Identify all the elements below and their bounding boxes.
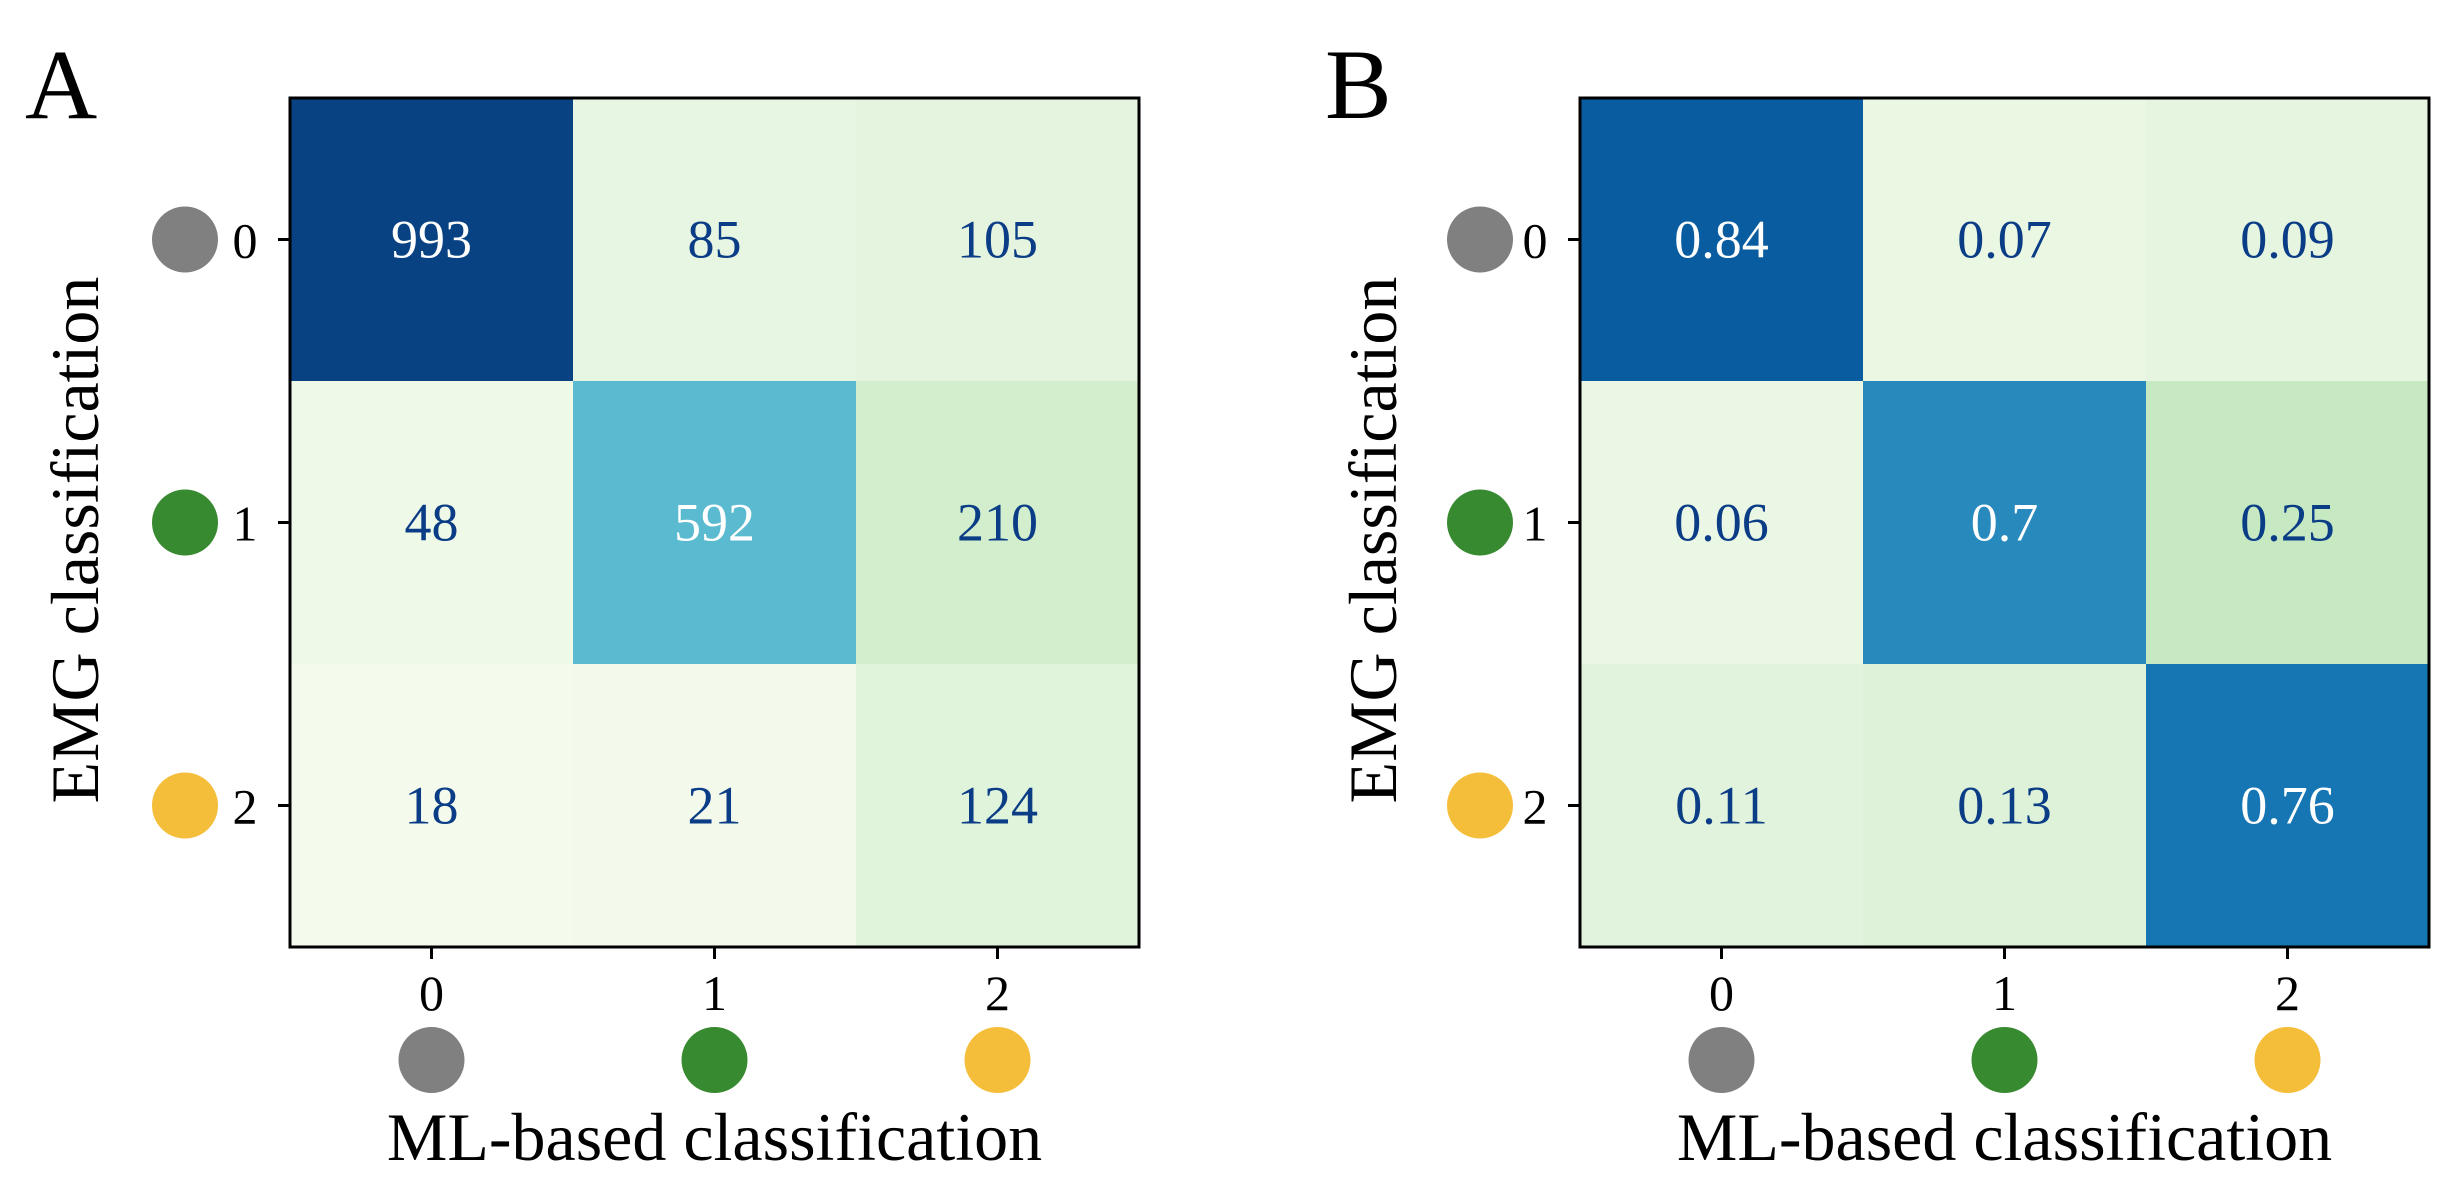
cell-value-label-r2-c0: 18 [405, 776, 459, 836]
y-tick-label-2: 2 [1523, 779, 1548, 835]
heatmap-cell-r1-c0 [290, 381, 574, 665]
cell-value-label-r2-c2: 124 [957, 776, 1038, 836]
y-class-marker-2 [152, 772, 218, 839]
x-tick-label-2: 2 [985, 965, 1010, 1021]
heatmap-cell-r2-c0 [290, 664, 574, 948]
cell-value-label-r1-c2: 210 [957, 493, 1038, 553]
panel-b-normalized-confusion-matrix: 0.84 0.07 0.09 0.06 0.7 0.25 0.11 0.13 0.76 0 1 2 0 1… [1325, 29, 2431, 1175]
heatmap-cell-r1-c1 [573, 381, 857, 665]
heatmap-cell-r1-c1 [1863, 381, 2147, 665]
cell-value-label-r0-c2: 0.09 [2240, 210, 2335, 270]
y-tick-label-0: 0 [233, 213, 258, 269]
x-class-marker-2 [964, 1027, 1031, 1093]
x-class-marker-1 [681, 1027, 748, 1093]
heatmap-cell-r1-c2 [856, 381, 1140, 665]
x-tick-label-0: 0 [1709, 965, 1734, 1021]
cell-value-label-r0-c0: 0.84 [1674, 210, 1769, 270]
cell-value-label-r0-c1: 85 [688, 210, 742, 270]
x-class-marker-0 [1688, 1027, 1755, 1093]
cell-value-label-r1-c0: 0.06 [1674, 493, 1769, 553]
heatmap-cell-r2-c0 [1580, 664, 1864, 948]
y-tick-label-1: 1 [1523, 496, 1548, 552]
heatmap-cell-r0-c2 [2146, 98, 2430, 382]
x-tick-label-2: 2 [2275, 965, 2300, 1021]
y-tick-label-1: 1 [233, 496, 258, 552]
cell-value-label-r0-c0: 993 [391, 210, 472, 270]
y-axis-label: EMG classification [1335, 277, 1411, 804]
x-class-marker-0 [398, 1027, 465, 1093]
x-tick-label-1: 1 [1992, 965, 2017, 1021]
panel-a-confusion-matrix: 993 85 105 48 592 210 18 21 124 0 1 2 0 1 2 ML-based cl… [25, 29, 1141, 1175]
y-tick-label-0: 0 [1523, 213, 1548, 269]
panel-letter: B [1325, 29, 1392, 140]
cell-value-label-r2-c0: 0.11 [1675, 776, 1768, 836]
x-tick-label-1: 1 [702, 965, 727, 1021]
y-class-marker-1 [152, 489, 218, 556]
heatmap-cell-r0-c0 [290, 98, 574, 382]
heatmap-cell-r2-c1 [573, 664, 857, 948]
y-class-marker-2 [1447, 772, 1513, 839]
y-axis-label: EMG classification [37, 277, 113, 804]
heatmap-cell-r0-c1 [573, 98, 857, 382]
cell-value-label-r0-c1: 0.07 [1957, 210, 2052, 270]
heatmap-cell-r0-c2 [856, 98, 1140, 382]
heatmap-cell-r1-c2 [2146, 381, 2430, 665]
panel-letter: A [25, 29, 97, 140]
x-tick-label-0: 0 [419, 965, 444, 1021]
y-class-marker-0 [1447, 206, 1513, 273]
cell-value-label-r2-c1: 21 [688, 776, 742, 836]
cell-value-label-r1-c1: 0.7 [1971, 493, 2039, 553]
heatmap-cell-r2-c2 [2146, 664, 2430, 948]
cell-value-label-r2-c2: 0.76 [2240, 776, 2335, 836]
heatmap-cell-r0-c1 [1863, 98, 2147, 382]
y-class-marker-0 [152, 206, 218, 273]
x-class-marker-2 [2254, 1027, 2321, 1093]
heatmap-cell-r1-c0 [1580, 381, 1864, 665]
cell-value-label-r1-c0: 48 [405, 493, 459, 553]
x-class-marker-1 [1971, 1027, 2038, 1093]
cell-value-label-r1-c2: 0.25 [2240, 493, 2335, 553]
heatmap-cell-r2-c2 [856, 664, 1140, 948]
heatmap-cell-r0-c0 [1580, 98, 1864, 382]
y-class-marker-1 [1447, 489, 1513, 556]
cell-value-label-r2-c1: 0.13 [1957, 776, 2052, 836]
cell-value-label-r0-c2: 105 [957, 210, 1038, 270]
cell-value-label-r1-c1: 592 [674, 493, 755, 553]
x-axis-label: ML-based classification [1677, 1099, 2332, 1175]
x-axis-label: ML-based classification [387, 1099, 1042, 1175]
heatmap-cell-r2-c1 [1863, 664, 2147, 948]
y-tick-label-2: 2 [233, 779, 258, 835]
